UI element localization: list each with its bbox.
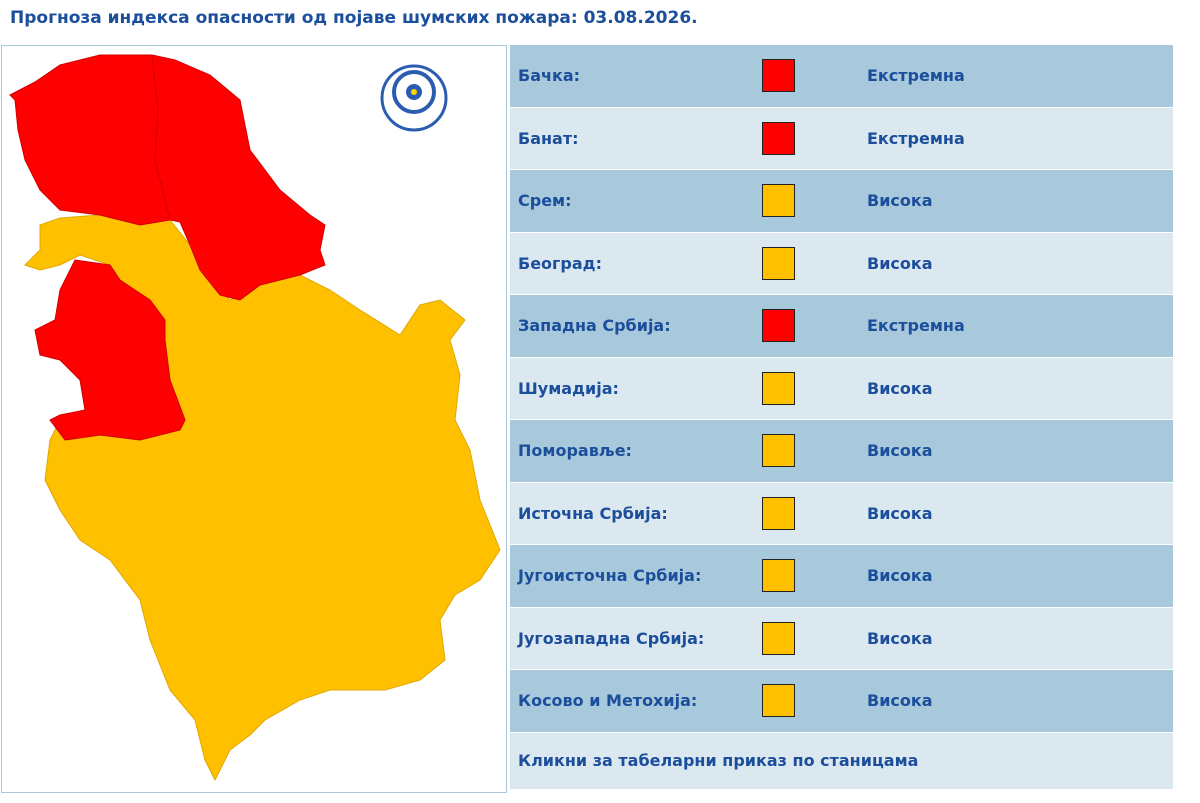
region-name: Шумадија: xyxy=(518,378,619,398)
table-row: Шумадија: Висока xyxy=(510,357,1173,420)
map-region xyxy=(9,54,171,226)
danger-level: Висока xyxy=(867,503,933,523)
region-name: Срем: xyxy=(518,191,572,211)
danger-level: Висока xyxy=(867,441,933,461)
region-name: Косово и Метохија: xyxy=(518,691,698,711)
map-frame xyxy=(1,45,507,793)
table-row: Југозападна Србија: Висока xyxy=(510,607,1173,670)
map-region xyxy=(34,259,186,441)
danger-level: Екстремна xyxy=(867,66,965,86)
table-row: Поморавље: Висока xyxy=(510,420,1173,483)
table-row: Београд: Висока xyxy=(510,232,1173,295)
region-name: Београд: xyxy=(518,253,602,273)
map-region xyxy=(151,54,326,301)
danger-swatch xyxy=(762,621,795,655)
stations-link[interactable]: Кликни за табеларни приказ по станицама xyxy=(510,732,1173,790)
region-name: Југоисточна Србија: xyxy=(518,566,702,586)
table-row: Југоисточна Србија: Висока xyxy=(510,545,1173,608)
danger-swatch xyxy=(762,684,795,718)
danger-swatch xyxy=(762,434,795,468)
logo xyxy=(380,64,448,132)
map xyxy=(9,54,501,782)
page-title: Прогноза индекса опасности од појаве шум… xyxy=(10,8,698,28)
table-row: Косово и Метохија: Висока xyxy=(510,670,1173,733)
link-text: Кликни за табеларни приказ по станицама xyxy=(518,751,919,770)
danger-swatch xyxy=(762,496,795,530)
table-row: Банат: Екстремна xyxy=(510,107,1173,170)
danger-level: Висока xyxy=(867,566,933,586)
danger-level: Висока xyxy=(867,191,933,211)
region-name: Банат: xyxy=(518,128,579,148)
danger-level: Висока xyxy=(867,691,933,711)
danger-level: Екстремна xyxy=(867,316,965,336)
danger-swatch xyxy=(762,246,795,280)
danger-level: Висока xyxy=(867,253,933,273)
danger-level: Екстремна xyxy=(867,128,965,148)
region-name: Западна Србија: xyxy=(518,316,671,336)
region-name: Источна Србија: xyxy=(518,503,668,523)
table-row: Источна Србија: Висока xyxy=(510,482,1173,545)
danger-swatch xyxy=(762,184,795,218)
danger-swatch xyxy=(762,559,795,593)
danger-swatch xyxy=(762,121,795,155)
table-row: Бачка: Екстремна xyxy=(510,45,1173,108)
danger-level: Висока xyxy=(867,628,933,648)
danger-swatch xyxy=(762,59,795,93)
table-row: Срем: Висока xyxy=(510,170,1173,233)
region-name: Југозападна Србија: xyxy=(518,628,705,648)
danger-level: Висока xyxy=(867,378,933,398)
region-name: Поморавље: xyxy=(518,441,632,461)
danger-swatch xyxy=(762,371,795,405)
danger-swatch xyxy=(762,309,795,343)
region-name: Бачка: xyxy=(518,66,581,86)
table-row: Западна Србија: Екстремна xyxy=(510,295,1173,358)
